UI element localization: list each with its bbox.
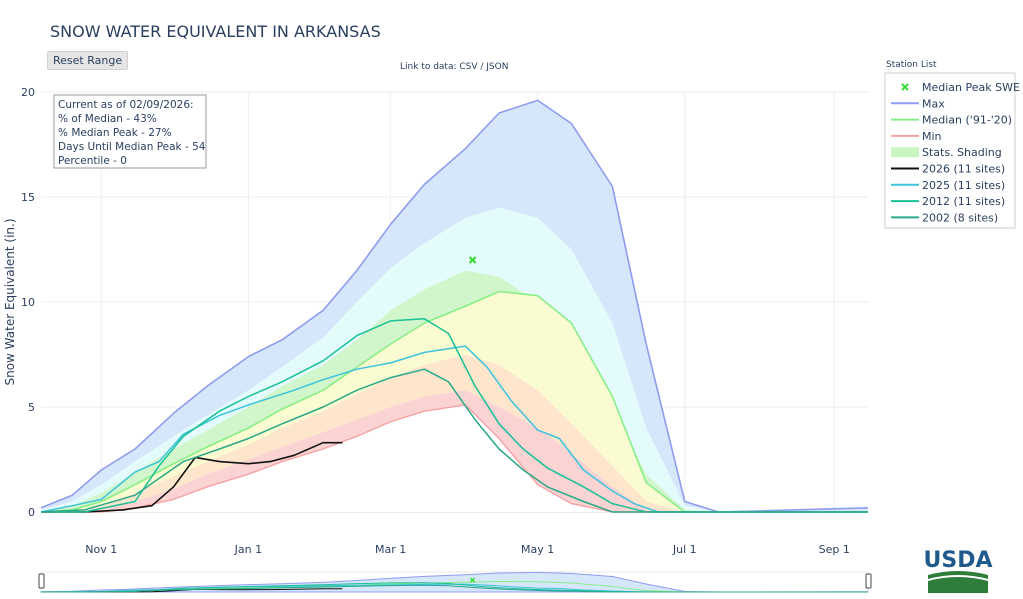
legend-marker <box>901 83 909 91</box>
band-p90-max <box>41 100 868 513</box>
band-p70-p90 <box>41 207 868 512</box>
x-tick-label: May 1 <box>521 543 554 556</box>
x-tick-label: Nov 1 <box>85 543 117 556</box>
series-line-2012 <box>41 318 868 513</box>
max-line <box>40 99 869 513</box>
usda-logo: USDA <box>922 545 994 595</box>
reset-range-button[interactable]: Reset Range <box>47 51 129 70</box>
legend[interactable]: Median Peak SWE Max Median ('91-'20) Min Sta… <box>884 72 1020 229</box>
legend-item[interactable]: Median Peak SWE <box>901 81 1020 94</box>
x-tick-label: Sep 1 <box>819 543 850 556</box>
y-tick-label: 15 <box>21 191 35 204</box>
legend-label: Median ('91-'20) <box>922 114 1012 127</box>
legend-label: Stats. Shading <box>922 146 1002 159</box>
range-slider-series <box>40 584 868 593</box>
info-line: Current as of 02/09/2026: <box>58 99 194 111</box>
stat-bands <box>41 100 868 513</box>
y-tick-label: 20 <box>21 86 35 99</box>
info-line: % of Median - 43% <box>58 113 157 125</box>
y-tick-label: 10 <box>21 296 35 309</box>
series-line-2002 <box>40 368 868 513</box>
legend-item[interactable]: Max <box>891 97 945 110</box>
legend-item[interactable]: Median ('91-'20) <box>891 114 1012 127</box>
legend-item[interactable]: 2012 (11 sites) <box>891 195 1005 208</box>
median-line <box>40 290 868 513</box>
band-below-min <box>41 404 868 512</box>
axes: 0 5 10 15 20 Nov 1 Jan 1 Mar 1 May 1 Jul 1 Sep 1 Sn… <box>3 86 850 556</box>
data-link[interactable]: Link to data: CSV / JSON <box>400 62 509 72</box>
legend-item[interactable]: Min <box>891 130 942 143</box>
legend-label: Min <box>922 130 942 143</box>
series-line-2025 <box>40 345 868 513</box>
band-median-p70 <box>41 270 868 512</box>
info-line: % Median Peak - 27% <box>58 127 172 139</box>
legend-swatch <box>891 147 919 158</box>
marks <box>468 256 477 264</box>
usda-logo-text: USDA <box>924 548 993 573</box>
legend-label: Median Peak SWE <box>922 81 1020 94</box>
legend-label: 2026 (11 sites) <box>922 163 1005 176</box>
legend-item[interactable]: 2002 (8 sites) <box>891 211 998 224</box>
station-list-label[interactable]: Station List <box>886 60 937 70</box>
info-box-frame <box>53 94 207 169</box>
x-tick-label: Jan 1 <box>234 543 262 556</box>
legend-label: 2002 (8 sites) <box>922 211 998 224</box>
legend-item[interactable]: Stats. Shading <box>891 146 1002 159</box>
range-slider[interactable] <box>38 571 872 593</box>
range-slider-peak-marker <box>470 577 476 583</box>
page-title: SNOW WATER EQUIVALENT IN ARKANSAS <box>50 22 381 41</box>
series-lines <box>40 99 869 513</box>
info-line: Days Until Median Peak - 54 <box>58 141 206 153</box>
x-tick-label: Mar 1 <box>375 543 406 556</box>
legend-item[interactable]: 2025 (11 sites) <box>891 179 1005 192</box>
range-handle-right[interactable] <box>865 573 872 589</box>
median-peak-marker <box>468 256 477 264</box>
y-tick-label: 5 <box>28 401 35 414</box>
y-tick-label: 0 <box>28 506 35 519</box>
x-tick-label: Jul 1 <box>672 543 697 556</box>
range-slider-series <box>40 583 868 593</box>
y-axis-label: Snow Water Equivalent (in.) <box>3 218 17 385</box>
band-p10-p30 <box>41 354 868 512</box>
legend-label: Max <box>922 97 945 110</box>
info-line: Percentile - 0 <box>58 155 127 167</box>
band-p30-median <box>41 291 868 512</box>
info-box: Current as of 02/09/2026: % of Median - 4… <box>53 94 207 169</box>
series-line-2026 <box>41 441 343 513</box>
range-handle-left[interactable] <box>38 573 45 589</box>
legend-label: 2025 (11 sites) <box>922 179 1005 192</box>
legend-label: 2012 (11 sites) <box>922 195 1005 208</box>
range-slider-series <box>41 582 868 593</box>
legend-item[interactable]: 2026 (11 sites) <box>891 163 1005 176</box>
